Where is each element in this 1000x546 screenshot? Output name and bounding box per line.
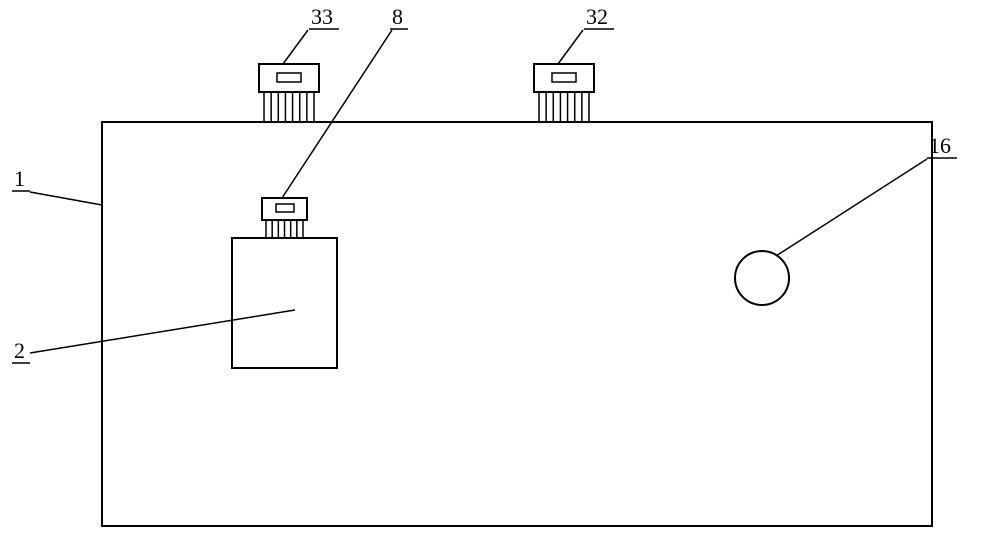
- leader-line-l16: [776, 159, 927, 256]
- top-connector-left: [259, 64, 319, 122]
- main-enclosure: [102, 122, 932, 526]
- inner-component: [232, 238, 337, 368]
- leader-line-l1: [30, 192, 102, 205]
- label-l32: 32: [586, 4, 608, 29]
- technical-diagram: 33 8 32 1 2 16: [0, 0, 1000, 546]
- label-l2: 2: [14, 338, 25, 363]
- leader-line-l33: [283, 30, 308, 64]
- leader-line-l8: [282, 30, 392, 198]
- leader-line-l32: [558, 30, 583, 64]
- label-l16: 16: [929, 133, 951, 158]
- circular-feature: [735, 251, 789, 305]
- label-l1: 1: [14, 166, 25, 191]
- leader-line-l2: [30, 310, 295, 353]
- label-l8: 8: [392, 4, 403, 29]
- top-connector-right: [534, 64, 594, 122]
- callout-labels: 33 8 32 1 2 16: [12, 4, 957, 363]
- inner-connector: [262, 198, 307, 238]
- label-l33: 33: [311, 4, 333, 29]
